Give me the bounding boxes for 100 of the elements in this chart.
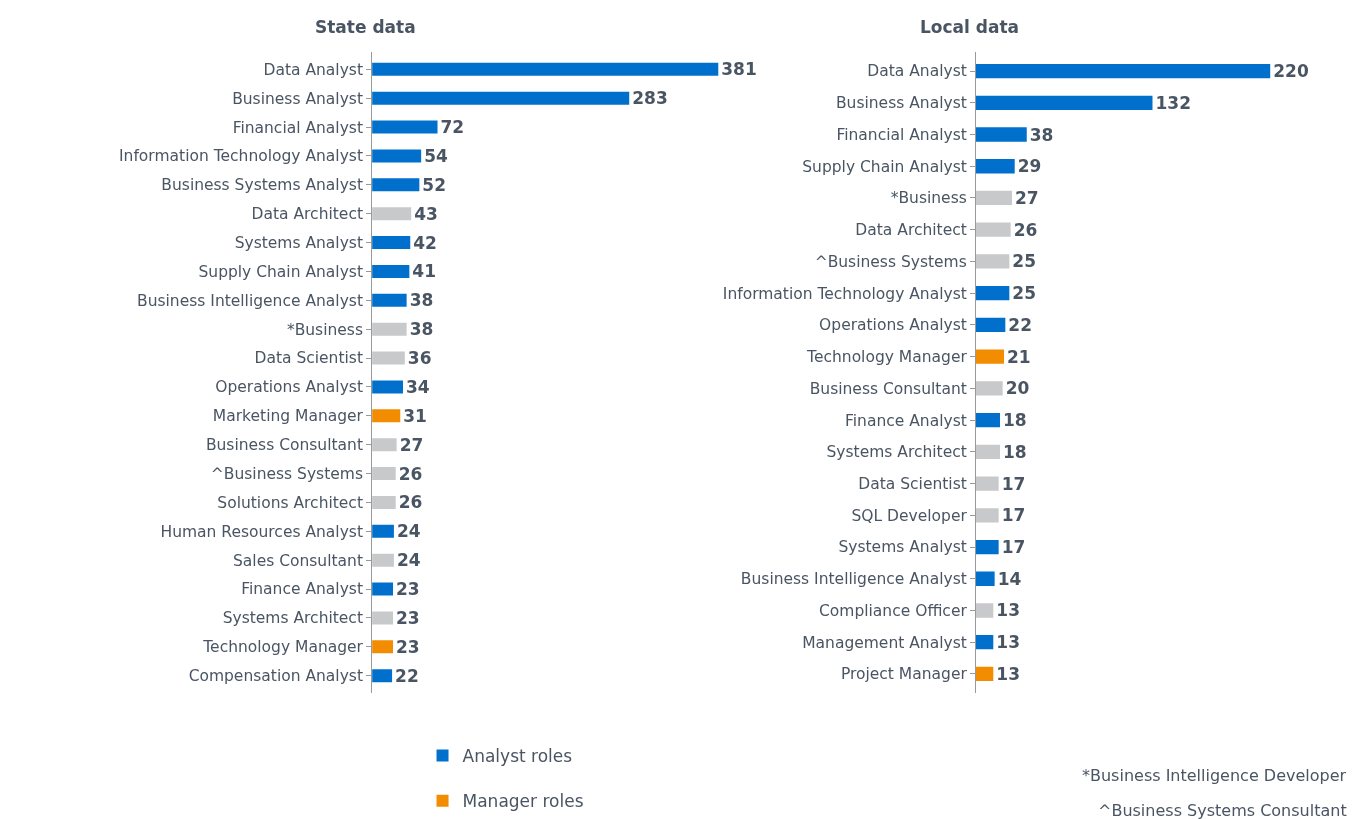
bar: [975, 286, 1010, 301]
legend-label: Analyst roles: [462, 746, 573, 767]
bar: [975, 539, 999, 555]
data-label: 26: [398, 492, 423, 513]
bar: [372, 178, 420, 192]
chart-title: State data: [315, 17, 416, 37]
data-label: 24: [396, 521, 421, 542]
y-tick-label: Data Architect: [855, 221, 967, 240]
y-tick-label: Systems Analyst: [838, 538, 967, 557]
text: *Business Intelligence Developer: [1082, 766, 1347, 785]
y-tick-label: SQL Developer: [851, 506, 968, 525]
bar: [372, 669, 393, 683]
bar: [975, 349, 1004, 364]
y-tick-label: Compliance Officer: [819, 601, 968, 620]
data-label: 38: [409, 290, 434, 311]
bar: [372, 524, 394, 538]
data-label: 42: [413, 232, 437, 253]
bar: [372, 91, 630, 105]
bar: [372, 495, 396, 509]
bar: [372, 236, 411, 250]
bar: [975, 381, 1003, 396]
y-tick-label: Technology Manager: [202, 638, 364, 657]
data-label: 41: [412, 261, 437, 282]
data-label: 52: [422, 174, 447, 195]
data-label: 18: [1002, 441, 1027, 462]
bar: [372, 611, 393, 625]
y-tick-label: Solutions Architect: [217, 493, 363, 512]
data-label: 21: [1007, 346, 1031, 367]
data-label: 27: [1015, 187, 1039, 208]
data-label: 43: [414, 203, 438, 224]
data-label: 72: [440, 117, 465, 138]
data-label: 13: [996, 632, 1020, 653]
y-tick-label: Financial Analyst: [232, 118, 363, 137]
text: ^Business Systems Consultant: [1098, 801, 1347, 819]
bar: [372, 264, 410, 278]
y-tick-label: Systems Architect: [826, 443, 967, 462]
y-tick-label: Technology Manager: [806, 348, 968, 367]
data-label: 26: [398, 463, 423, 484]
y-tick-label: Systems Analyst: [234, 234, 363, 252]
data-label: 25: [1012, 283, 1037, 304]
y-tick-label: Supply Chain Analyst: [802, 157, 967, 176]
bar: [975, 508, 999, 523]
bar: [372, 553, 394, 567]
y-tick-label: Project Manager: [840, 665, 968, 684]
bar: [372, 207, 412, 221]
y-tick-label: Marketing Manager: [212, 407, 364, 426]
y-tick-label: Business Analyst: [232, 89, 363, 108]
data-label: 23: [396, 579, 420, 600]
data-label: 24: [396, 550, 421, 571]
bar: [975, 222, 1011, 237]
data-label: 23: [396, 636, 420, 657]
y-tick-label: Systems Architect: [222, 609, 363, 628]
y-tick-label: Data Analyst: [867, 62, 967, 81]
data-label: 22: [1008, 314, 1033, 335]
data-label: 14: [997, 568, 1022, 589]
bar: [975, 317, 1006, 333]
bar: [975, 476, 999, 491]
data-label: 38: [409, 319, 434, 340]
bar: [372, 438, 397, 452]
bar: [372, 380, 403, 394]
y-tick-label: Data Architect: [251, 205, 363, 224]
y-tick-label: Data Scientist: [254, 349, 363, 368]
bar: [975, 666, 994, 682]
bar: [372, 409, 401, 423]
bar: [372, 322, 407, 336]
y-tick-label: Finance Analyst: [241, 580, 363, 599]
y-tick-label: Compensation Analyst: [188, 667, 363, 686]
bar: [975, 571, 995, 586]
y-tick-label: *Business: [890, 189, 967, 208]
data-label: 132: [1155, 92, 1191, 113]
data-label: 25: [1012, 251, 1037, 272]
bar: [372, 62, 719, 76]
y-tick-label: Business Analyst: [835, 94, 967, 113]
y-tick-label: ^Business Systems: [814, 252, 967, 271]
y-tick-label: Human Resources Analyst: [160, 522, 363, 541]
y-tick-label: Business Intelligence Analyst: [740, 570, 967, 589]
data-label: 18: [1002, 410, 1027, 431]
data-label: 36: [407, 348, 432, 369]
data-label: 13: [996, 600, 1020, 621]
y-tick-label: Business Intelligence Analyst: [137, 291, 363, 310]
data-label: 220: [1273, 61, 1309, 82]
y-tick-label: Data Analyst: [263, 60, 363, 79]
y-tick-label: Financial Analyst: [836, 125, 967, 144]
y-tick-label: Business Consultant: [809, 379, 967, 398]
data-label: 23: [396, 607, 420, 628]
bar: [372, 582, 393, 596]
y-tick-label: Operations Analyst: [819, 316, 967, 335]
data-label: 283: [632, 88, 668, 109]
y-tick-label: Operations Analyst: [215, 378, 363, 397]
bar: [975, 254, 1010, 269]
y-tick-label: Sales Consultant: [233, 551, 363, 570]
y-tick-label: Information Technology Analyst: [119, 147, 363, 166]
bar: [372, 351, 405, 365]
data-label: 381: [721, 59, 757, 80]
data-label: 31: [403, 405, 427, 426]
data-label: 17: [1001, 473, 1026, 494]
y-tick-label: Management Analyst: [802, 633, 967, 652]
bar: [975, 603, 994, 618]
chart-title: Local data: [920, 17, 1020, 37]
bar: [372, 120, 438, 134]
